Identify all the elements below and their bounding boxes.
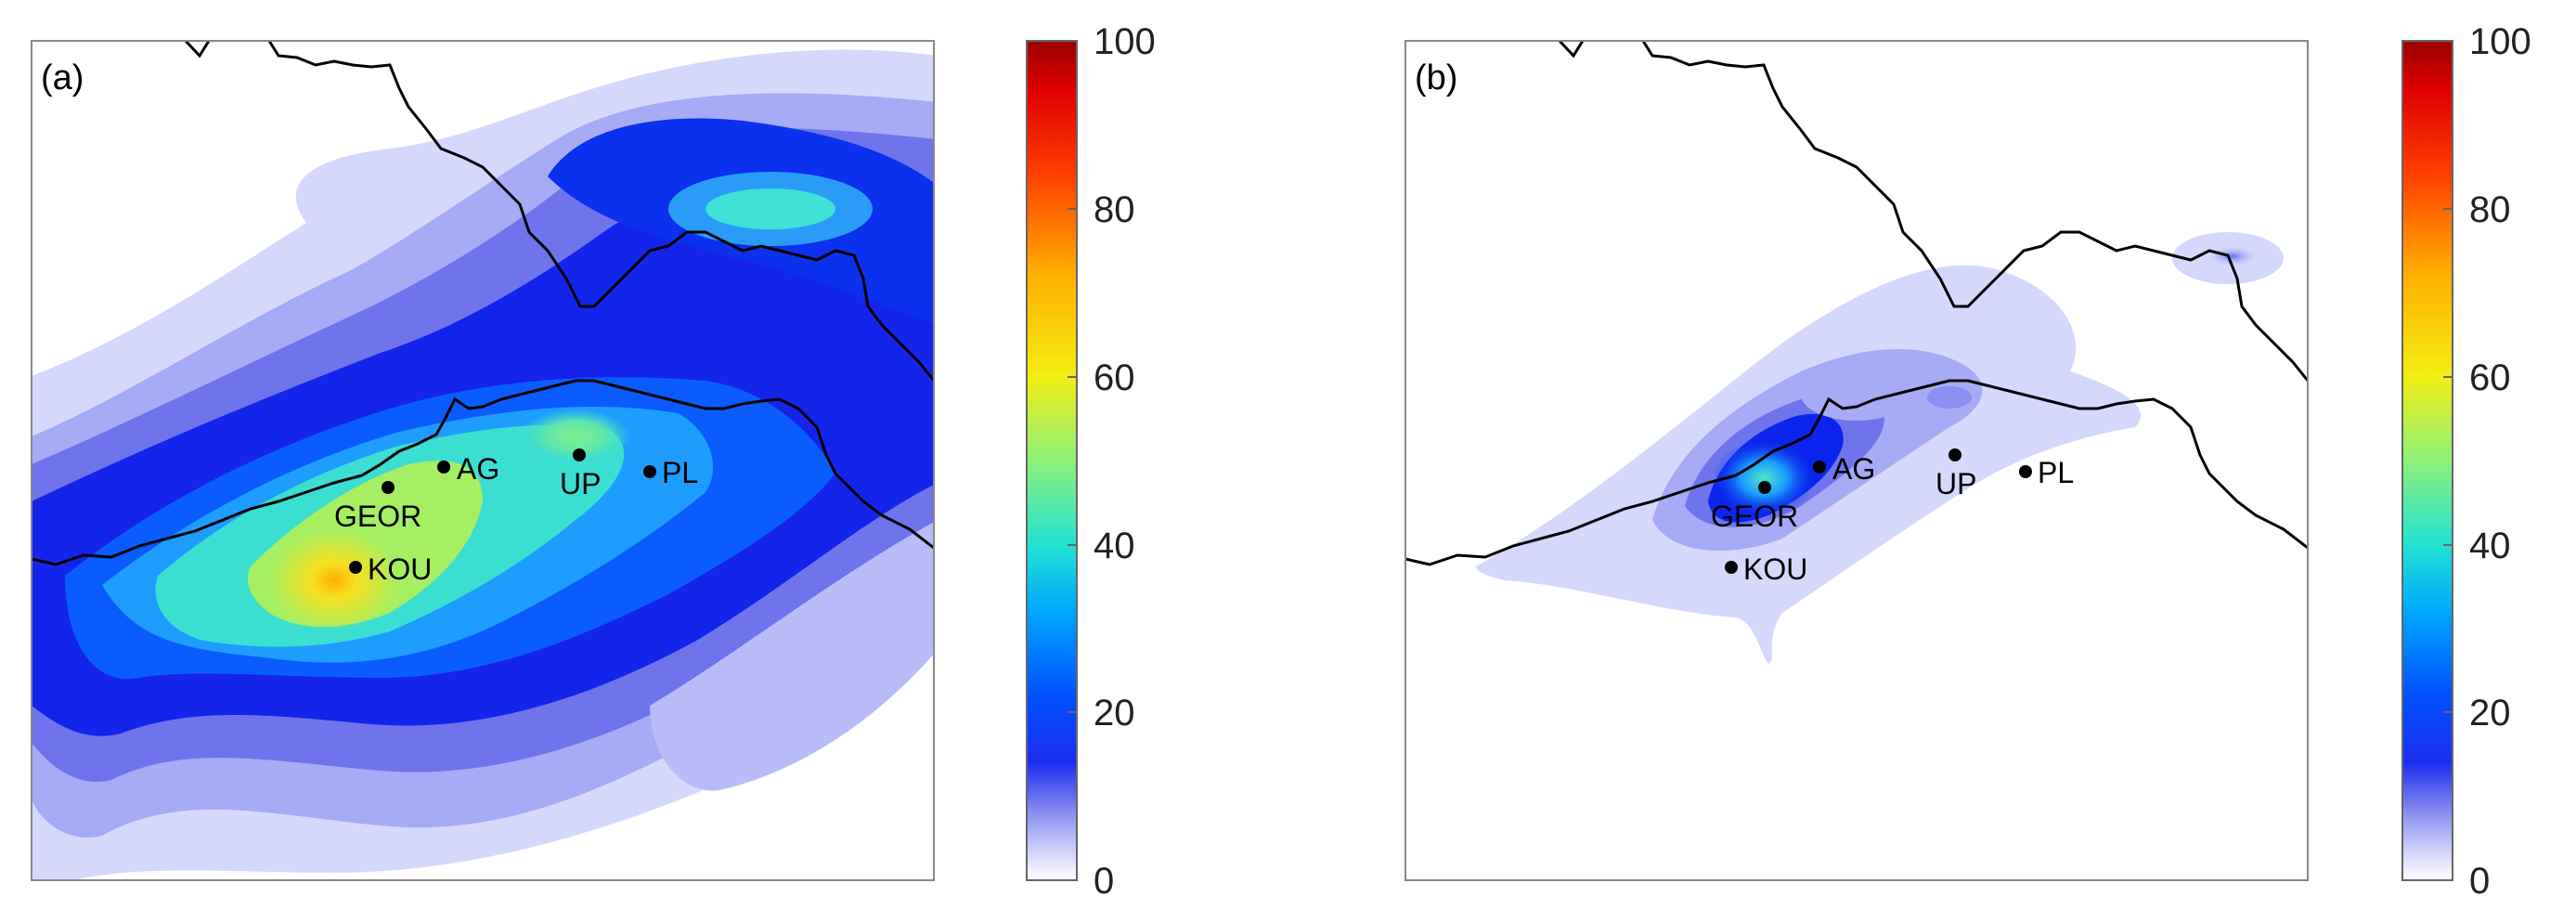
station-marker-ag-a xyxy=(437,461,450,474)
station-marker-geor-a xyxy=(382,481,395,494)
station-marker-ag-b xyxy=(1813,461,1826,474)
contour-ne-cyan-b xyxy=(520,409,631,464)
station-marker-up-a xyxy=(573,448,586,461)
colorbar-a-tick-40: 40 xyxy=(1094,526,1135,566)
station-marker-pl-b xyxy=(2019,465,2032,478)
colorbar-b: 0 20 40 60 80 100 xyxy=(2401,21,2531,902)
station-label-ag-b: AG xyxy=(1832,452,1875,486)
station-label-geor-b: GEOR xyxy=(1711,500,1798,533)
contour-b-ne-core xyxy=(2205,245,2260,267)
colorbar-b-tick-20: 20 xyxy=(2469,693,2511,734)
station-marker-geor-b xyxy=(1758,481,1771,494)
panel-b-label: (b) xyxy=(1415,58,1457,97)
country-borders-a xyxy=(32,41,934,566)
panel-a-label: (a) xyxy=(41,58,84,97)
colorbar-b-ticks xyxy=(2443,40,2453,881)
station-label-kou-b: KOU xyxy=(1743,552,1807,586)
station-marker-pl-a xyxy=(643,465,656,478)
colorbar-a-tick-80: 80 xyxy=(1094,189,1135,230)
station-label-pl-a: PL xyxy=(662,456,698,489)
station-marker-kou-b xyxy=(1725,561,1738,574)
colorbar-b-tick-80: 80 xyxy=(2469,189,2511,230)
colorbar-b-ramp xyxy=(2401,40,2453,881)
contour-b-ag-blob xyxy=(1801,369,1912,421)
contour-b-east-blob xyxy=(1927,386,1972,409)
country-borders-b xyxy=(1405,41,2308,566)
panel-a-contours xyxy=(32,49,934,880)
contour-se-fringe xyxy=(650,522,934,791)
colorbar-a-ticks xyxy=(1068,40,1077,881)
station-marker-kou-a xyxy=(349,561,362,574)
station-label-ag-a: AG xyxy=(457,452,499,486)
station-label-geor-a: GEOR xyxy=(334,500,421,533)
stations-b: GEOR AG UP PL KOU xyxy=(1711,448,2074,586)
colorbar-b-tick-40: 40 xyxy=(2469,526,2511,566)
colorbar-b-tick-100: 100 xyxy=(2469,21,2531,62)
colorbar-a: 0 20 40 60 80 100 xyxy=(1026,21,1156,902)
colorbar-a-tick-0: 0 xyxy=(1094,861,1114,902)
contour-peak-a xyxy=(269,529,399,631)
station-label-kou-a: KOU xyxy=(368,552,432,586)
colorbar-a-tick-100: 100 xyxy=(1094,21,1156,62)
station-label-up-a: UP xyxy=(560,467,601,500)
station-label-up-b: UP xyxy=(1935,467,1976,500)
colorbar-a-ramp xyxy=(1026,40,1078,881)
colorbar-a-tick-20: 20 xyxy=(1094,693,1135,734)
panel-a-map: (a) GEOR AG UP PL KOU xyxy=(31,40,935,881)
contour-peak-b xyxy=(1713,439,1815,517)
colorbar-b-tick-0: 0 xyxy=(2469,861,2490,902)
station-marker-up-b xyxy=(1948,448,1961,461)
station-label-pl-b: PL xyxy=(2038,456,2074,489)
contour-ne-cyan-core xyxy=(705,188,835,229)
panel-a-frame xyxy=(31,40,935,881)
stations-a: GEOR AG UP PL KOU xyxy=(334,448,698,586)
colorbar-a-tick-60: 60 xyxy=(1094,357,1135,398)
panel-b-map: (b) GEOR AG UP PL KOU xyxy=(1405,40,2309,881)
colorbar-b-tick-60: 60 xyxy=(2469,357,2511,398)
panel-b-frame xyxy=(1405,40,2309,881)
